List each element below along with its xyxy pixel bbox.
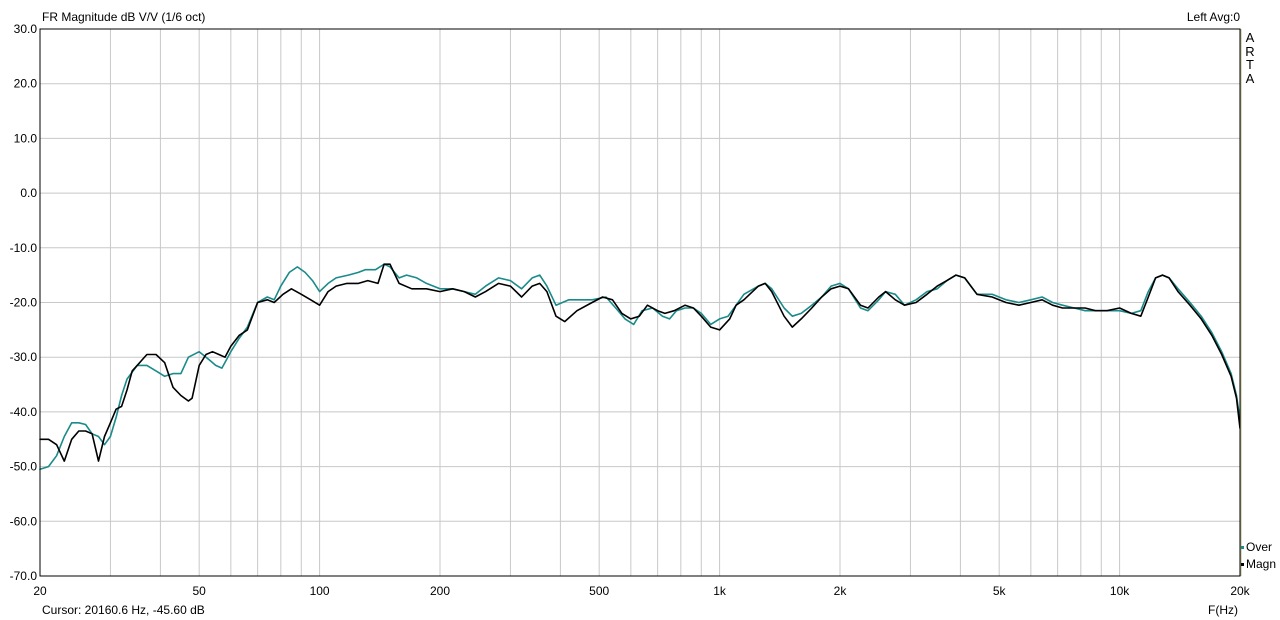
x-tick-labels: 20 50 100 200 500 1k 2k 5k 10k 20k (33, 584, 1250, 598)
legend-item-magn[interactable]: Magn (1241, 557, 1276, 571)
x-axis-unit-label: F(Hz) (1208, 603, 1238, 617)
plot-frame (39, 28, 1241, 577)
y-tick-label: 20.0 (14, 77, 38, 91)
legend-swatch (1241, 546, 1244, 550)
x-tick-label: 2k (834, 584, 848, 598)
x-tick-label: 20k (1230, 584, 1250, 598)
channel-average-info: Left Avg:0 (1186, 10, 1240, 24)
y-tick-label: -70.0 (10, 569, 38, 583)
x-tick-label: 500 (589, 584, 609, 598)
x-tick-label: 5k (993, 584, 1007, 598)
y-tick-label: -40.0 (10, 405, 38, 419)
y-tick-labels: 30.0 20.0 10.0 0.0 -10.0 -20.0 -30.0 -40.0 -50.0… (10, 22, 38, 583)
logo-letter: A (1245, 30, 1255, 45)
y-tick-label: 30.0 (14, 22, 38, 36)
series-line-over (39, 263, 1241, 471)
y-tick-label: -20.0 (10, 296, 38, 310)
legend-label: Over (1246, 540, 1273, 554)
x-tick-label: 100 (310, 584, 330, 598)
x-tick-label: 20 (33, 584, 47, 598)
y-tick-label: -60.0 (10, 514, 38, 528)
logo-letter: A (1245, 70, 1255, 86)
y-tick-label: 0.0 (20, 186, 37, 200)
logo-letter: R (1245, 43, 1255, 59)
cursor-readout: Cursor: 20160.6 Hz, -45.60 dB (42, 603, 205, 617)
legend-swatch (1241, 563, 1244, 567)
series-lines (39, 263, 1241, 471)
grid (40, 29, 1240, 576)
x-tick-label: 10k (1110, 584, 1130, 598)
y-tick-label: -30.0 (10, 350, 38, 364)
series-line-magn (39, 263, 1241, 462)
x-tick-label: 1k (713, 584, 727, 598)
logo-letter: T (1246, 57, 1254, 72)
chart-title: FR Magnitude dB V/V (1/6 oct) (42, 10, 206, 24)
y-tick-label: -50.0 (10, 460, 38, 474)
y-tick-label: 10.0 (14, 131, 38, 145)
arta-logo: A R T A (1243, 31, 1257, 85)
x-tick-label: 50 (192, 584, 206, 598)
legend-label: Magn (1246, 557, 1277, 571)
x-tick-label: 200 (430, 584, 450, 598)
y-tick-label: -10.0 (10, 241, 38, 255)
legend-item-over[interactable]: Over (1241, 540, 1272, 554)
